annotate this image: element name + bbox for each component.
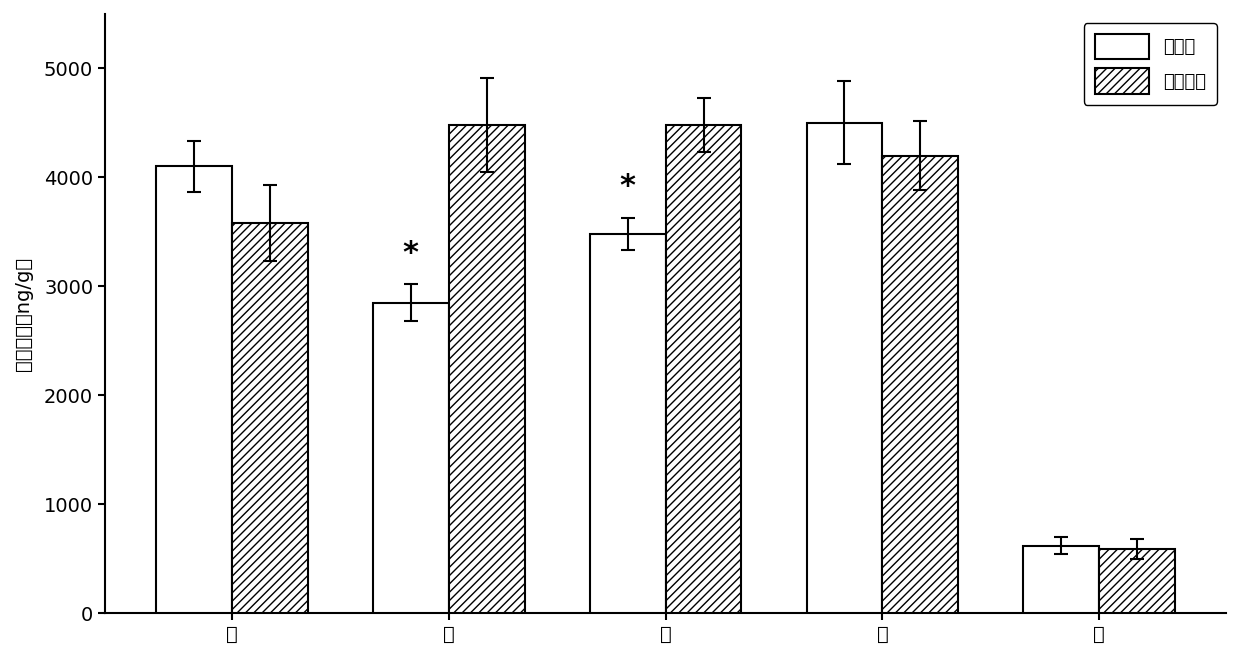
Bar [883,155,959,613]
Bar [232,223,308,613]
Bar [449,125,525,613]
Text: *: * [620,172,636,201]
Bar [1023,545,1100,613]
Bar [156,166,232,613]
Y-axis label: 多环芳烃（ng/g）: 多环芳烃（ng/g） [14,257,33,370]
Bar [666,125,742,613]
Bar [590,234,666,613]
Legend: 翟碱蓬, 盐地碱蓬: 翟碱蓬, 盐地碱蓬 [1084,23,1218,105]
Bar [373,303,449,613]
Bar [1100,549,1176,613]
Bar [806,123,883,613]
Text: *: * [403,239,419,268]
